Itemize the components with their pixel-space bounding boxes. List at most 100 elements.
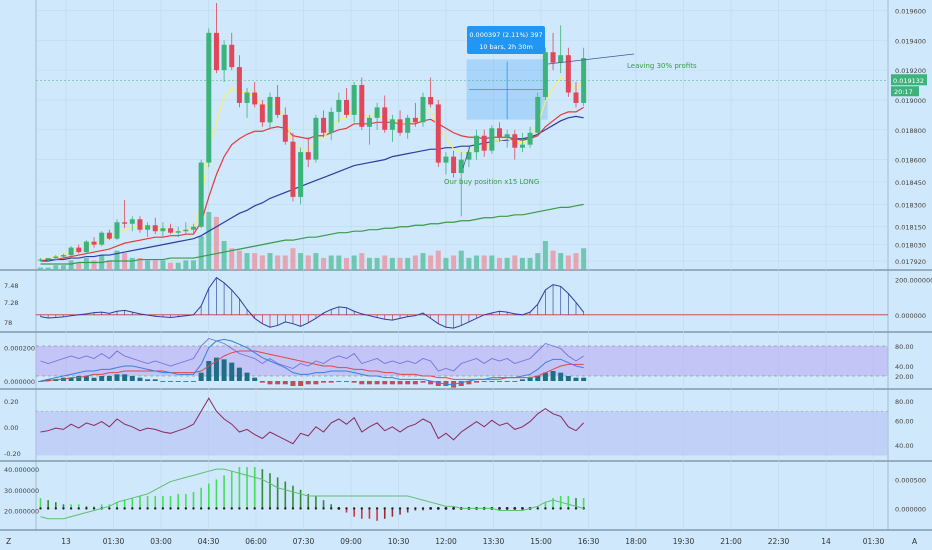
- buy-note-pointer: [462, 145, 471, 169]
- vosc-dot: [169, 507, 172, 510]
- volume-bar: [458, 250, 464, 270]
- vosc-dot: [521, 507, 524, 510]
- candle-body: [68, 247, 74, 256]
- volume-bar: [542, 241, 548, 270]
- macd-histogram-bar: [145, 379, 151, 381]
- volume-bar: [366, 257, 372, 270]
- candle-body: [267, 96, 273, 123]
- macd-histogram-bar: [91, 377, 97, 381]
- vosc-dot: [199, 507, 203, 510]
- macd-histogram-bar: [512, 381, 518, 382]
- vosc-dot: [383, 507, 386, 510]
- volume-bar: [374, 257, 380, 270]
- volume-bar: [328, 255, 334, 270]
- vosc-right-tick: 0.000000: [895, 505, 926, 513]
- osc1-right-tick: 200.000000: [895, 276, 932, 284]
- volume-bar: [229, 248, 235, 270]
- macd-histogram-bar: [305, 381, 311, 385]
- macd-histogram-bar: [405, 381, 411, 385]
- time-label: 16:30: [578, 537, 600, 546]
- macd-histogram-bar: [458, 381, 464, 386]
- volume-bar: [175, 262, 181, 270]
- vosc-dot: [375, 507, 379, 510]
- macd-line: [40, 338, 584, 385]
- macd-histogram-bar: [290, 381, 296, 386]
- volume-bar: [114, 250, 120, 270]
- macd-histogram-bar: [45, 379, 51, 381]
- macd-histogram-bar: [191, 381, 196, 382]
- macd-right-tick: 40.00: [895, 363, 914, 371]
- macd-histogram-bar: [275, 381, 281, 385]
- volume-bar: [191, 260, 196, 270]
- macd-histogram-bar: [114, 374, 120, 381]
- candle-body: [221, 44, 227, 71]
- time-label: 14: [821, 537, 831, 546]
- price-tick: 0.017920: [895, 258, 926, 266]
- vosc-dot: [161, 507, 165, 510]
- volume-bar: [435, 250, 441, 270]
- candle-body: [213, 32, 219, 71]
- volume-bar: [106, 260, 112, 270]
- osc2-left-tick: 0.20: [4, 398, 18, 406]
- volume-bar: [428, 255, 434, 270]
- time-label: 01:30: [863, 537, 885, 546]
- macd-histogram-bar: [137, 377, 143, 381]
- vosc-dot: [330, 507, 333, 510]
- osc2-right-tick: 80.00: [895, 398, 914, 406]
- candle-body: [366, 117, 372, 127]
- vosc-dot: [192, 507, 195, 510]
- candle-body: [558, 55, 564, 63]
- osc1-left-tick: 7.28: [4, 299, 18, 307]
- vosc-dot: [314, 507, 318, 510]
- vosc-dot: [452, 507, 455, 510]
- volume-bar: [535, 253, 541, 270]
- vosc-dot: [559, 507, 562, 510]
- last-price-value: 0.019132: [893, 77, 924, 85]
- macd-histogram-bar: [83, 376, 89, 381]
- vosc-dot: [421, 507, 425, 510]
- time-corner-right: A: [912, 537, 918, 546]
- candle-body: [114, 222, 120, 239]
- price-tick: 0.019600: [895, 7, 926, 15]
- macd-histogram-bar: [106, 376, 112, 381]
- vosc-dot: [138, 507, 142, 510]
- macd-histogram-bar: [328, 381, 334, 383]
- vosc-dot: [284, 507, 287, 510]
- candle-body: [252, 92, 258, 105]
- buy-note: Our buy position x15 LONG: [444, 178, 539, 186]
- time-label: 13: [61, 537, 71, 546]
- vosc-dot: [429, 507, 433, 510]
- time-corner-left: Z: [6, 537, 11, 546]
- vosc-dot: [307, 507, 310, 510]
- macd-histogram-bar: [236, 367, 242, 381]
- macd-histogram-bar: [313, 381, 319, 385]
- candle-body: [160, 228, 166, 232]
- vosc-dot: [131, 507, 134, 510]
- vosc-dot: [108, 507, 111, 510]
- last-price-badge: [891, 74, 927, 86]
- time-label: 04:30: [198, 537, 220, 546]
- vosc-dot: [391, 507, 394, 510]
- candle-body: [359, 85, 365, 127]
- volume-bar: [206, 212, 212, 270]
- macd-histogram-bar: [412, 381, 418, 385]
- macd-histogram-bar: [206, 361, 212, 381]
- vosc-dot: [39, 507, 42, 510]
- price-tick: 0.019000: [895, 97, 926, 105]
- candle-body: [305, 152, 311, 160]
- vosc-dot: [238, 507, 241, 510]
- volume-bar: [412, 255, 418, 270]
- vosc-dot: [567, 507, 570, 510]
- macd-histogram-bar: [351, 381, 357, 383]
- candle-body: [550, 52, 556, 63]
- vosc-dot: [85, 507, 88, 510]
- volume-bar: [504, 257, 510, 270]
- macd-histogram-bar: [550, 371, 556, 381]
- volume-bar: [420, 253, 426, 270]
- macd-histogram-bar: [344, 381, 349, 382]
- macd-histogram-bar: [389, 381, 395, 385]
- price-tick: 0.018030: [895, 242, 926, 250]
- volume-bar: [259, 255, 265, 270]
- price-tick: 0.019200: [895, 67, 926, 75]
